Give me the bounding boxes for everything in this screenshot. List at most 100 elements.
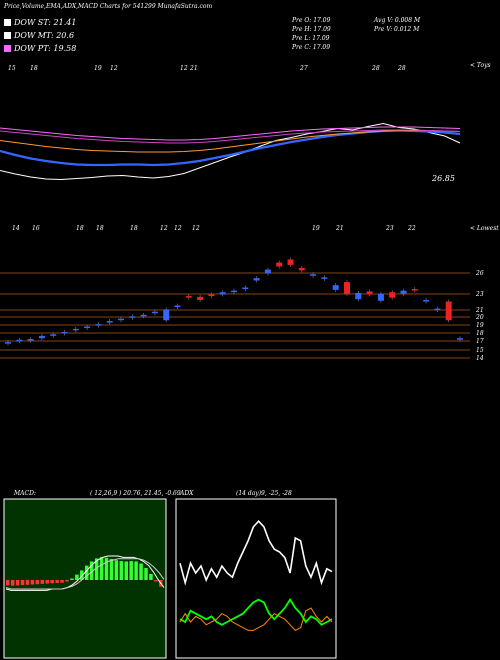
macd-histogram-bar bbox=[60, 580, 64, 583]
macd-label: MACD: bbox=[14, 490, 36, 497]
candle bbox=[151, 311, 158, 314]
adx-label: ADX bbox=[180, 490, 194, 497]
candle bbox=[411, 289, 418, 291]
candle bbox=[377, 293, 384, 301]
candle bbox=[457, 338, 463, 340]
macd-histogram-bar bbox=[114, 560, 119, 580]
date-tick-label: 12 bbox=[180, 65, 188, 72]
date-tick-label: 28 bbox=[397, 65, 406, 72]
date-tick-label: 12 bbox=[110, 65, 118, 72]
date-tick-label: 19 bbox=[312, 225, 320, 232]
legend-swatch bbox=[4, 45, 11, 52]
ema-series-line bbox=[0, 130, 461, 153]
legend-item-dow-st: DOW ST: 21.41 bbox=[4, 18, 76, 27]
macd-histogram-bar bbox=[129, 561, 133, 580]
candle bbox=[321, 277, 328, 279]
date-tick-label: 18 bbox=[130, 225, 138, 232]
panel2-top-right-label: < Lowest bbox=[470, 225, 499, 232]
date-tick-label: 21 bbox=[189, 65, 198, 72]
legend-label: DOW PT: 19.58 bbox=[14, 44, 77, 53]
price-label: 26.85 bbox=[432, 174, 455, 183]
legend-label: DOW MT: 20.6 bbox=[14, 31, 75, 40]
candle bbox=[50, 334, 57, 336]
candle bbox=[231, 290, 237, 293]
ohlc-low: Pre L: 17.09 bbox=[292, 35, 330, 42]
candle bbox=[332, 285, 339, 290]
macd-histogram-bar bbox=[94, 558, 99, 580]
macd-histogram-bar bbox=[134, 561, 138, 580]
macd-histogram-bar bbox=[35, 580, 40, 585]
candle bbox=[38, 335, 45, 339]
date-tick-label: 18 bbox=[76, 225, 84, 232]
ema-series-line bbox=[0, 122, 461, 181]
macd-histogram-bar bbox=[15, 580, 20, 586]
macd-histogram-bar bbox=[6, 580, 10, 586]
macd-histogram-bar bbox=[20, 580, 25, 586]
macd-histogram-bar bbox=[144, 568, 148, 580]
date-tick-label: 16 bbox=[32, 225, 40, 232]
ohlc-high: Pre H: 17.09 bbox=[292, 26, 331, 33]
macd-series-line bbox=[5, 558, 165, 590]
candle bbox=[434, 308, 441, 311]
price-level-label: 26 bbox=[475, 270, 484, 277]
date-tick-label: 12 bbox=[192, 225, 200, 232]
macd-histogram-bar bbox=[40, 580, 45, 584]
candle bbox=[118, 318, 124, 321]
price-level-label: 17 bbox=[476, 338, 484, 345]
date-tick-label: 27 bbox=[299, 65, 308, 72]
macd-histogram-bar bbox=[149, 574, 153, 580]
price-level-label: 18 bbox=[476, 330, 484, 337]
pre-volume: Pre V: 0.012 M bbox=[374, 26, 420, 33]
macd-histogram-bar bbox=[99, 557, 104, 580]
date-tick-label: 12 bbox=[174, 225, 182, 232]
macd-histogram-bar bbox=[154, 580, 158, 582]
legend-item-dow-mt: DOW MT: 20.6 bbox=[4, 31, 74, 40]
candle bbox=[72, 328, 79, 331]
date-tick-label: 15 bbox=[8, 65, 16, 72]
date-tick-label: 21 bbox=[335, 225, 344, 232]
panel1-top-right-label: < Toys bbox=[470, 62, 491, 69]
adx-params: (14 day)9, -25, -28 bbox=[236, 490, 292, 497]
adx-series-line bbox=[179, 597, 333, 626]
adx-panel-bg bbox=[175, 498, 337, 659]
macd-histogram-bar bbox=[89, 561, 94, 580]
ema-chart: 15 18 19 12 12 21 27 28 28 bbox=[0, 65, 461, 181]
adx-series-line bbox=[179, 520, 333, 586]
candle bbox=[253, 278, 260, 281]
macd-histogram-bar bbox=[124, 561, 128, 580]
candle bbox=[366, 291, 373, 295]
candle bbox=[106, 321, 113, 323]
macd-histogram-bar bbox=[50, 580, 54, 584]
candle bbox=[242, 287, 249, 290]
date-tick-label: 18 bbox=[30, 65, 38, 72]
macd-histogram-bar bbox=[10, 580, 15, 586]
candle bbox=[174, 305, 181, 308]
candle bbox=[400, 290, 407, 294]
date-tick-label: 28 bbox=[371, 65, 380, 72]
candle bbox=[445, 301, 452, 321]
price-level-label: 20 bbox=[475, 314, 484, 321]
macd-histogram-bar bbox=[30, 580, 35, 585]
candle bbox=[219, 292, 226, 295]
candle bbox=[5, 342, 11, 344]
candle bbox=[310, 274, 317, 276]
price-level-label: 14 bbox=[476, 355, 484, 360]
ohlc-open: Pre O: 17.09 bbox=[292, 17, 331, 24]
macd-histogram-bar bbox=[109, 559, 114, 580]
candle bbox=[16, 339, 23, 342]
candle bbox=[344, 282, 350, 294]
candle bbox=[208, 294, 215, 297]
macd-histogram-bar bbox=[45, 580, 49, 584]
candle bbox=[163, 309, 170, 321]
candle bbox=[84, 326, 91, 329]
candle bbox=[27, 339, 34, 341]
ohlc-close: Pre C: 17.09 bbox=[292, 44, 331, 51]
date-tick-label: 12 bbox=[160, 225, 168, 232]
legend-swatch bbox=[4, 32, 11, 39]
candle bbox=[423, 300, 430, 302]
candle-chart: 14 16 18 18 18 12 12 12 19 21 23 222623212019181715… bbox=[0, 225, 484, 360]
candle bbox=[276, 262, 283, 267]
price-level-label: 19 bbox=[476, 322, 484, 329]
